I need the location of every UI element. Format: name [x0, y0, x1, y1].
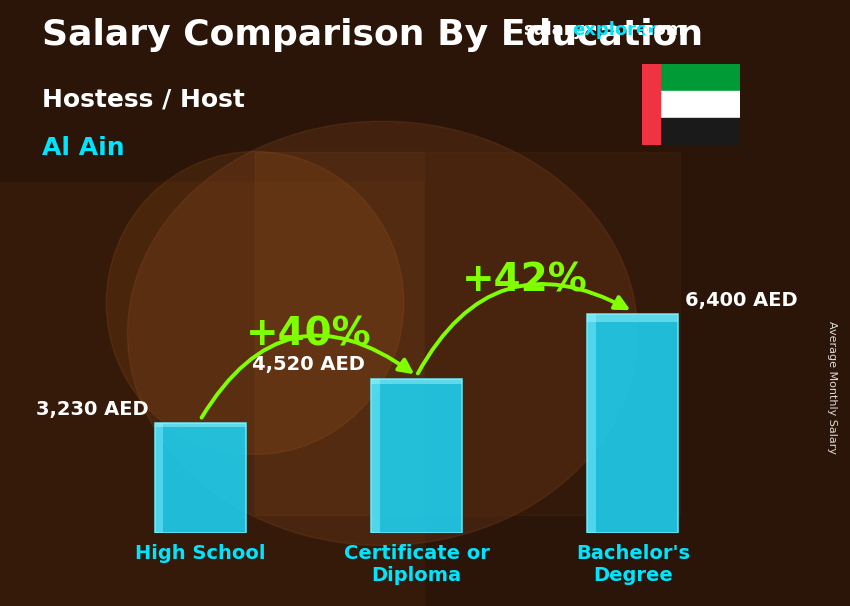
- Bar: [660, 118, 740, 145]
- Text: Average Monthly Salary: Average Monthly Salary: [827, 321, 837, 454]
- Text: salary: salary: [523, 21, 584, 39]
- Bar: [0, 182, 425, 606]
- Bar: [371, 379, 462, 384]
- Bar: [155, 423, 246, 533]
- Bar: [587, 315, 678, 533]
- Text: Salary Comparison By Education: Salary Comparison By Education: [42, 18, 704, 52]
- Bar: [587, 315, 596, 533]
- Ellipse shape: [106, 152, 404, 454]
- Bar: [587, 315, 678, 322]
- Bar: [155, 423, 163, 533]
- Bar: [660, 91, 740, 118]
- Bar: [660, 64, 740, 91]
- Text: explorer: explorer: [572, 21, 657, 39]
- Text: 4,520 AED: 4,520 AED: [252, 356, 365, 375]
- Text: 6,400 AED: 6,400 AED: [685, 291, 797, 310]
- Text: Hostess / Host: Hostess / Host: [42, 88, 246, 112]
- Text: Al Ain: Al Ain: [42, 136, 125, 161]
- Text: +42%: +42%: [462, 261, 587, 299]
- Text: +40%: +40%: [246, 316, 371, 354]
- Bar: [642, 64, 660, 145]
- Ellipse shape: [128, 121, 638, 545]
- Bar: [155, 423, 246, 427]
- Bar: [255, 152, 680, 515]
- Bar: [371, 379, 462, 533]
- Bar: [371, 379, 380, 533]
- Bar: [425, 121, 850, 606]
- Text: .com: .com: [636, 21, 684, 39]
- Text: 3,230 AED: 3,230 AED: [36, 399, 148, 419]
